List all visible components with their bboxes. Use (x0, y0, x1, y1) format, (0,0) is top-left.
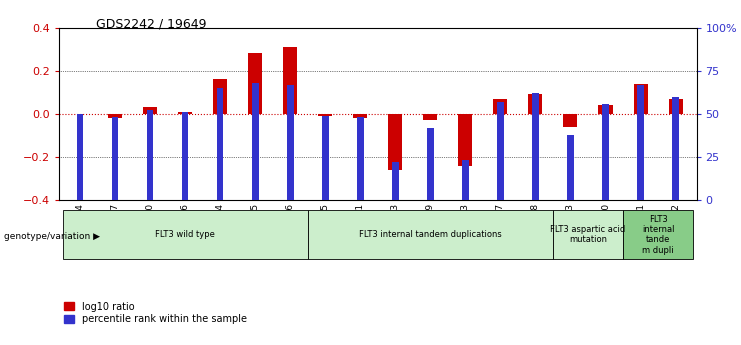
Bar (602, 104, 608, 200)
Bar (392, 162, 399, 200)
Bar (423, 114, 437, 120)
Bar (252, 83, 259, 200)
Bar (563, 114, 577, 127)
Text: FLT3
internal
tande
m dupli: FLT3 internal tande m dupli (642, 215, 674, 255)
Text: genotype/variation ▶: genotype/variation ▶ (4, 232, 100, 241)
Bar (568, 135, 574, 200)
Bar (428, 128, 433, 200)
Bar (528, 95, 542, 114)
Bar (112, 117, 119, 200)
Bar (353, 114, 368, 118)
Bar (179, 112, 193, 114)
Bar (288, 85, 293, 200)
Bar (213, 79, 227, 114)
Text: FLT3 internal tandem duplications: FLT3 internal tandem duplications (359, 230, 502, 239)
Bar (283, 47, 297, 114)
Bar (77, 114, 84, 200)
Bar (388, 114, 402, 170)
Bar (248, 53, 262, 114)
Bar (143, 107, 157, 114)
Bar (459, 114, 473, 166)
Bar (672, 97, 679, 200)
Bar (599, 105, 613, 114)
Bar (553, 210, 623, 259)
Bar (497, 102, 504, 200)
Bar (147, 110, 153, 200)
Bar (634, 84, 648, 114)
Legend: log10 ratio, percentile rank within the sample: log10 ratio, percentile rank within the … (64, 302, 247, 325)
Bar (532, 93, 539, 200)
Bar (319, 114, 333, 116)
Bar (357, 117, 364, 200)
Text: FLT3 wild type: FLT3 wild type (156, 230, 216, 239)
Bar (668, 99, 682, 114)
Text: FLT3 aspartic acid
mutation: FLT3 aspartic acid mutation (551, 225, 625, 244)
Bar (623, 210, 693, 259)
Bar (494, 99, 508, 114)
Bar (308, 210, 553, 259)
Text: GDS2242 / 19649: GDS2242 / 19649 (96, 17, 207, 30)
Bar (108, 114, 122, 118)
Bar (637, 85, 644, 200)
Bar (217, 88, 224, 200)
Bar (182, 112, 188, 200)
Bar (462, 160, 468, 200)
Bar (63, 210, 308, 259)
Bar (322, 116, 328, 200)
